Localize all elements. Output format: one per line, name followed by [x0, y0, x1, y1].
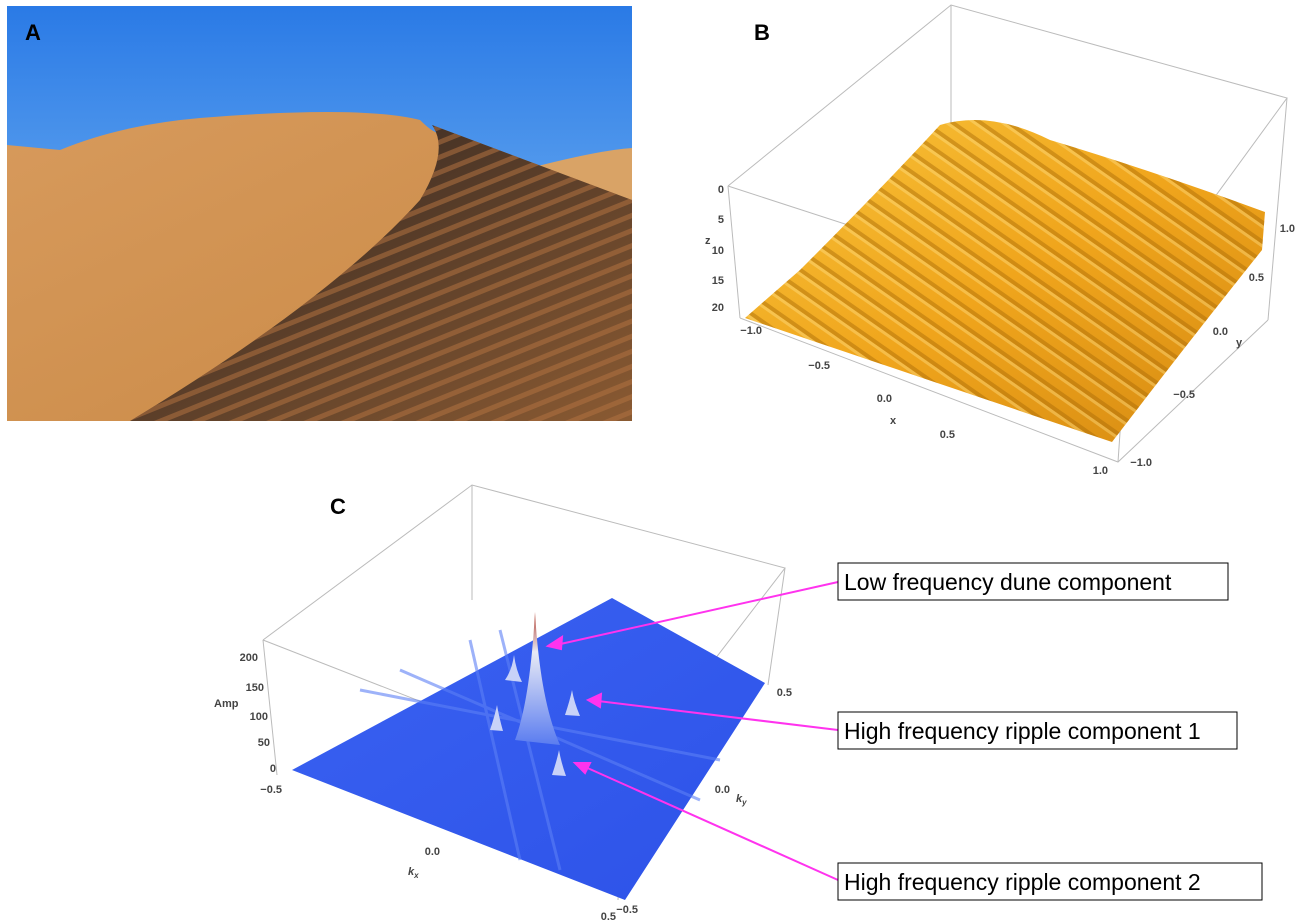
tick-label: 0.5	[601, 911, 616, 923]
tick-label: −0.5	[260, 784, 282, 796]
tick-label: −0.5	[616, 904, 638, 916]
axis-label: x	[890, 415, 897, 427]
figure: A B 05101520z−1.0−0.50.00.51.0x−1.0−0.50…	[0, 0, 1305, 923]
tick-label: −0.5	[808, 360, 830, 372]
tick-label: 0.0	[1213, 326, 1228, 338]
tick-label: 1.0	[1280, 223, 1295, 235]
tick-label: 10	[712, 245, 724, 257]
axis-label: kx	[408, 866, 419, 880]
tick-label: 0	[718, 184, 724, 196]
tick-label: 20	[712, 302, 724, 314]
tick-label: 0.5	[777, 687, 792, 699]
tick-label: 50	[258, 737, 270, 749]
tick-label: 15	[712, 275, 724, 287]
tick-label: 0.0	[877, 393, 892, 405]
axis-label: y	[1236, 337, 1243, 349]
axis-label-sub: x	[413, 871, 419, 880]
axis-label-sub: y	[741, 798, 747, 807]
tick-label: 0.0	[715, 784, 730, 796]
annotation: High frequency ripple component 1	[844, 718, 1201, 744]
tick-label: 0.5	[940, 429, 955, 441]
axis-label: z	[705, 235, 711, 247]
axis-label: Amp	[214, 698, 239, 710]
tick-label: 5	[718, 214, 724, 226]
annotation: High frequency ripple component 2	[844, 869, 1201, 895]
tick-label: 0.0	[425, 846, 440, 858]
tick-label: 0.5	[1249, 272, 1264, 284]
spectrum-surface	[292, 598, 765, 900]
tick-label: 1.0	[1093, 465, 1108, 477]
tick-label: 100	[250, 711, 268, 723]
tick-label: 200	[240, 652, 258, 664]
axis-label: ky	[736, 793, 747, 807]
panel-label: A	[25, 20, 41, 45]
tick-label: −0.5	[1173, 389, 1195, 401]
dune-photo	[7, 6, 632, 421]
tick-label: 150	[246, 682, 264, 694]
tick-label: −1.0	[740, 325, 762, 337]
panel-label: C	[330, 494, 346, 519]
tick-label: −1.0	[1130, 457, 1152, 469]
annotation: Low frequency dune component	[844, 569, 1172, 595]
tick-label: 0	[270, 763, 276, 775]
panel-label: B	[754, 20, 770, 45]
